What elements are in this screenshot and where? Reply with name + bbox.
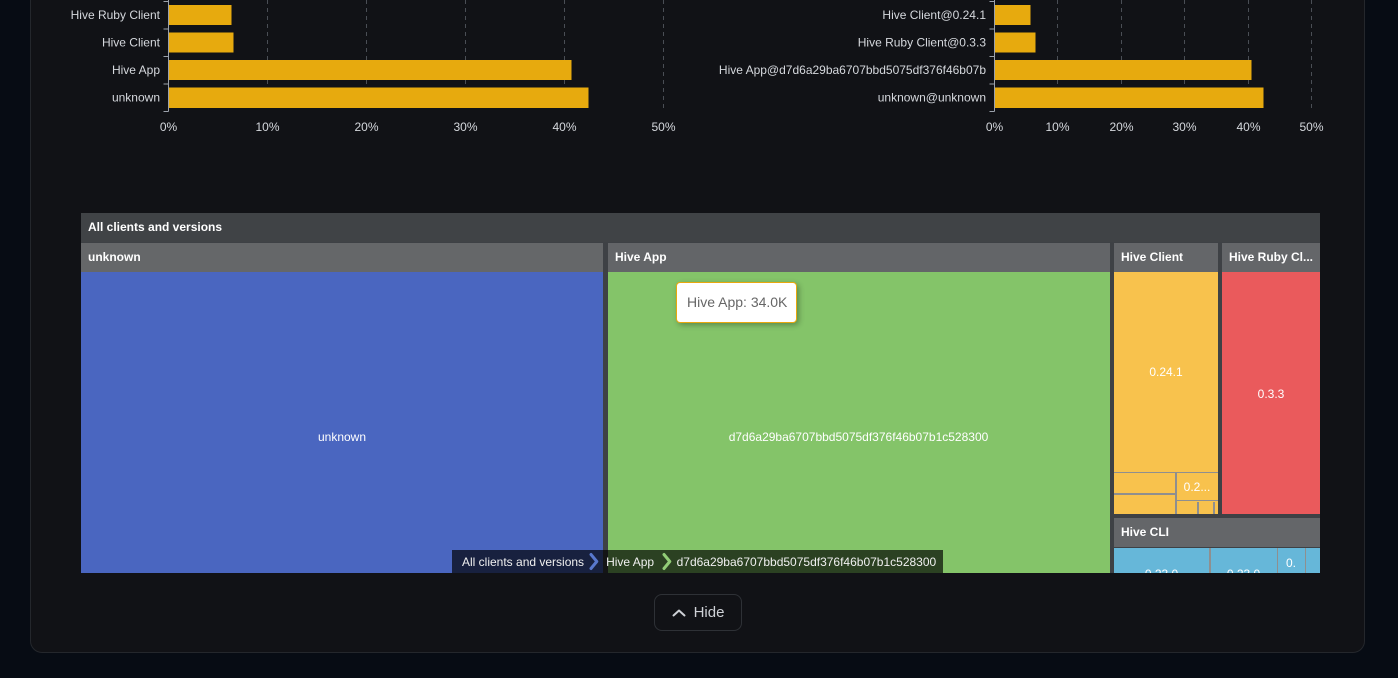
svg-text:50%: 50%: [1299, 120, 1323, 134]
svg-text:Hive Client: Hive Client: [102, 36, 161, 50]
svg-text:unknown@unknown: unknown@unknown: [878, 91, 986, 105]
svg-text:10%: 10%: [1045, 120, 1069, 134]
svg-text:10%: 10%: [255, 120, 279, 134]
svg-text:50%: 50%: [651, 120, 675, 134]
svg-text:0%: 0%: [160, 120, 178, 134]
svg-text:0%: 0%: [986, 120, 1004, 134]
svg-text:Hive Ruby Client: Hive Ruby Client: [71, 8, 161, 22]
svg-text:40%: 40%: [552, 120, 576, 134]
svg-text:Hive Client@0.24.1: Hive Client@0.24.1: [882, 8, 986, 22]
svg-text:30%: 30%: [453, 120, 477, 134]
svg-text:Hive Ruby Client@0.3.3: Hive Ruby Client@0.3.3: [858, 36, 987, 50]
svg-text:unknown: unknown: [112, 91, 160, 105]
svg-text:Hive App: Hive App: [112, 63, 160, 77]
svg-text:20%: 20%: [1109, 120, 1133, 134]
svg-text:40%: 40%: [1236, 120, 1260, 134]
svg-text:30%: 30%: [1172, 120, 1196, 134]
svg-text:Hive App@d7d6a29ba6707bbd5075d: Hive App@d7d6a29ba6707bbd5075df376f46b07…: [719, 63, 986, 77]
svg-text:20%: 20%: [354, 120, 378, 134]
